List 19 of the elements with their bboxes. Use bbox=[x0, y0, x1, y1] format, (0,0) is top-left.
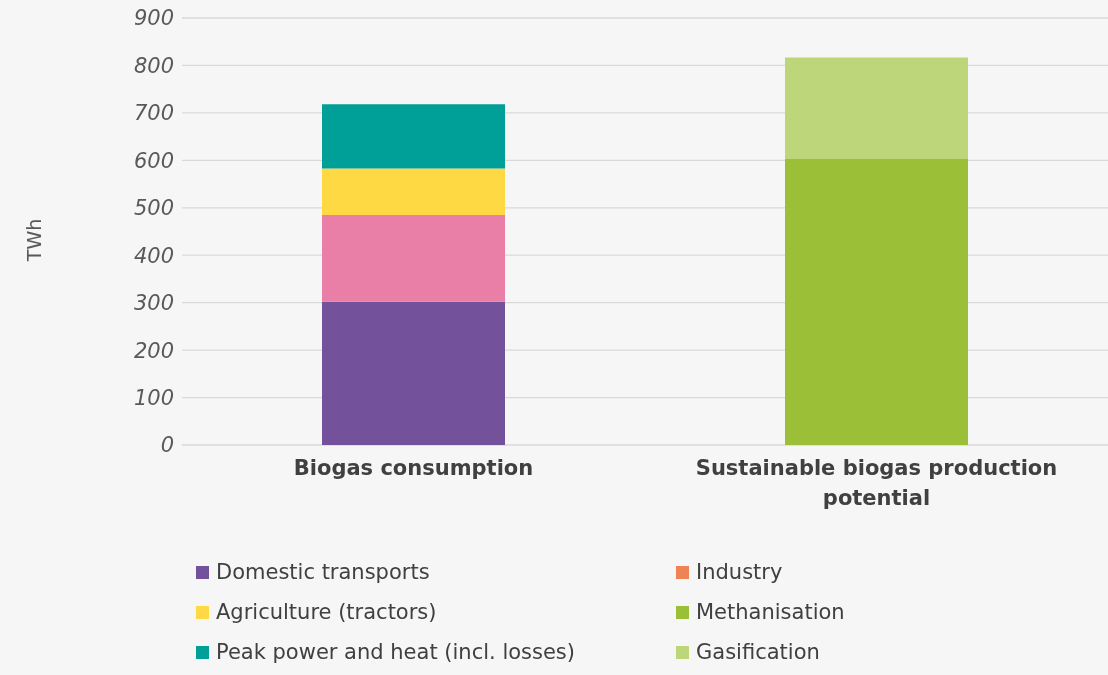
legend-label: Methanisation bbox=[696, 600, 845, 624]
legend-label: Industry bbox=[696, 560, 783, 584]
y-tick-label: 900 bbox=[133, 6, 174, 31]
legend-label: Agriculture (tractors) bbox=[216, 600, 437, 624]
y-axis-title: TWh bbox=[22, 218, 46, 262]
y-tick-label: 800 bbox=[133, 53, 174, 78]
x-tick-label: Biogas consumption bbox=[293, 456, 534, 480]
y-tick-label: 300 bbox=[133, 291, 174, 316]
y-tick-label: 500 bbox=[133, 196, 174, 221]
x-tick-label: Sustainable biogas production potential bbox=[695, 456, 1058, 510]
y-tick-label: 400 bbox=[133, 243, 174, 268]
y-tick-label: 600 bbox=[133, 148, 174, 173]
y-tick-label: 100 bbox=[133, 386, 174, 411]
y-tick-label: 200 bbox=[133, 338, 174, 363]
y-tick-label: 700 bbox=[133, 101, 174, 126]
legend-label: Peak power and heat (incl. losses) bbox=[216, 640, 575, 664]
legend-label: Domestic transports bbox=[216, 560, 430, 584]
y-tick-label: 0 bbox=[160, 433, 174, 458]
legend-label: Gasification bbox=[696, 640, 820, 664]
